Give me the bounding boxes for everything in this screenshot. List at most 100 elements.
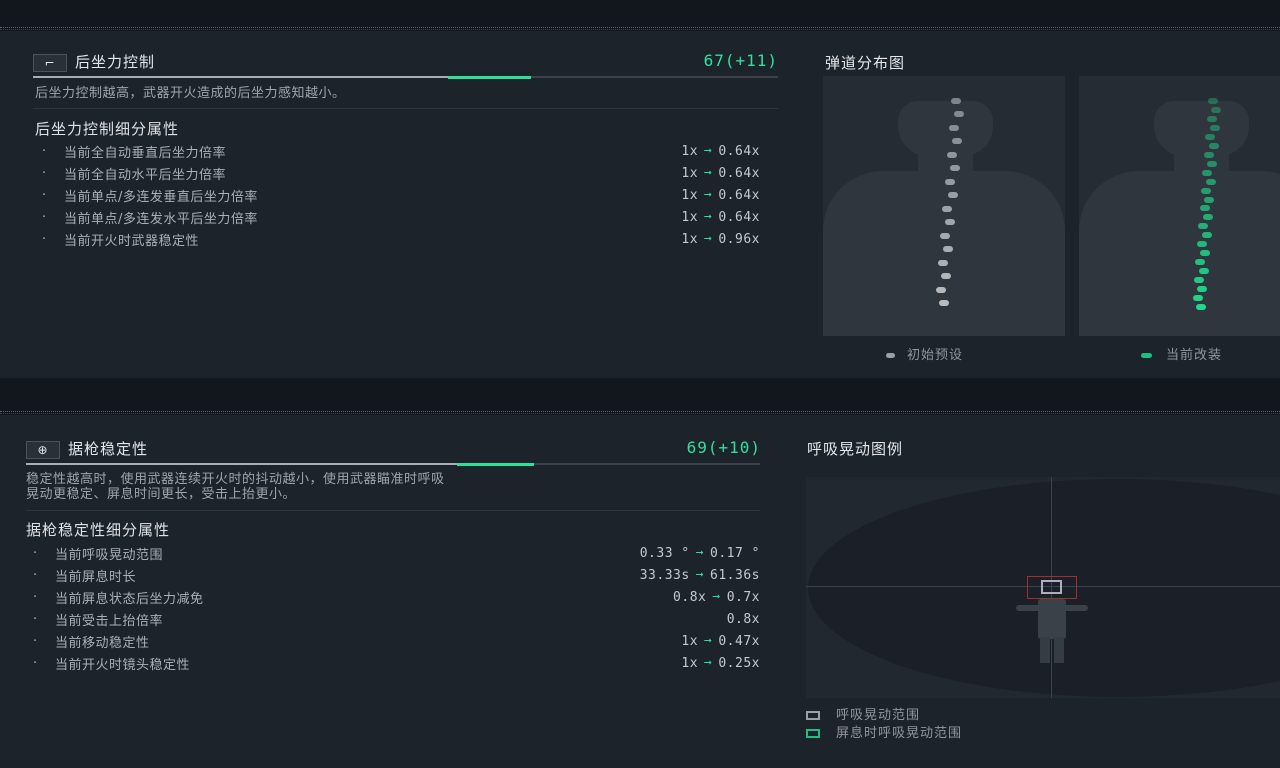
legend-breath-range: 呼吸晃动范围 (806, 704, 920, 723)
bullet-impact-dot (951, 98, 961, 104)
legend-dot-icon (1141, 353, 1152, 358)
recoil-subtitle: 后坐力控制细分属性 (35, 120, 180, 138)
attribute-row: · 当前全自动垂直后坐力倍率 1x ➞ 0.64x (42, 142, 760, 161)
bullet: · (42, 143, 47, 159)
legend-label: 屏息时呼吸晃动范围 (836, 726, 963, 741)
value-to: 0.96x (718, 232, 760, 248)
attribute-row: · 当前单点/多连发垂直后坐力倍率 1x ➞ 0.64x (42, 186, 760, 205)
legend-hold-breath-range: 屏息时呼吸晃动范围 (806, 722, 962, 741)
bullet-impact-dot (1198, 268, 1209, 275)
legend-dot-icon (886, 353, 895, 358)
bullet-impact-dot (948, 124, 959, 131)
value-from: 33.33s (639, 567, 690, 583)
bullet-impact-dot (1205, 133, 1216, 140)
attribute-value: 1x ➞ 0.47x (681, 634, 760, 649)
bullet: · (42, 187, 47, 203)
attribute-label: 当前受击上抬倍率 (55, 613, 164, 629)
bullet-impact-dot (951, 138, 962, 145)
arrow-right-icon: ➞ (704, 655, 713, 671)
bullet: · (42, 210, 47, 226)
stability-progress-base (26, 463, 457, 465)
value-from: 1x (681, 187, 699, 203)
legend-label: 初始预设 (907, 348, 964, 363)
value-from: 1x (681, 210, 699, 226)
attribute-row: · 当前全自动水平后坐力倍率 1x ➞ 0.64x (42, 164, 760, 183)
bullet-impact-dot (953, 111, 964, 118)
ballistic-initial-box (823, 76, 1065, 336)
attribute-label: 当前单点/多连发垂直后坐力倍率 (64, 189, 258, 205)
bullet: · (33, 633, 38, 649)
bullet: · (33, 655, 38, 671)
value-from: 1x (681, 165, 699, 181)
stability-progress-bonus (457, 463, 534, 466)
value-to: 0.7x (726, 589, 760, 605)
arrow-right-icon: ➞ (695, 545, 705, 561)
bullet: · (33, 611, 38, 627)
stability-progress-bar (26, 463, 760, 466)
bullet-impact-dot (1192, 295, 1203, 302)
recoil-progress-bar (33, 76, 778, 79)
bullet-impact-dot (1209, 124, 1220, 131)
bullet-impact-dot (944, 178, 955, 185)
attribute-row: · 当前屏息状态后坐力减免 0.8x ➞ 0.7x (33, 588, 760, 607)
attribute-value: 1x ➞ 0.64x (681, 166, 760, 181)
attribute-row: · 当前移动稳定性 1x ➞ 0.47x (33, 632, 760, 651)
bullet-impact-dot (1202, 214, 1213, 221)
breath-sway-box (806, 477, 1280, 698)
bullet-impact-dot (1201, 232, 1212, 239)
bullet-impact-dot (942, 205, 953, 212)
divider (33, 108, 778, 109)
legend-square-icon (806, 729, 820, 738)
bullet-impact-dot (1206, 115, 1217, 122)
value-from: 1x (681, 232, 699, 248)
bullet-impact-dot (947, 192, 958, 199)
bullet-impact-dot (1198, 223, 1209, 230)
bullet-impact-dot (1201, 187, 1212, 194)
value-from: 1x (681, 655, 699, 671)
bullet-impact-dot (1211, 106, 1222, 113)
bullet-impact-dot (939, 300, 949, 306)
description-line: 稳定性越高时，使用武器连续开火时的抖动越小，使用武器瞄准时呼吸 (26, 472, 445, 487)
stability-panel: ⊕ 据枪稳定性 69(+10) 稳定性越高时，使用武器连续开火时的抖动越小，使用武… (0, 415, 1280, 768)
attribute-value: 33.33s ➞ 61.36s (640, 568, 760, 583)
legend-current: 当前改装 (1141, 344, 1222, 363)
attribute-value: 0.33 ° ➞ 0.17 ° (640, 546, 760, 561)
attribute-value: 1x ➞ 0.64x (681, 188, 760, 203)
bullet-impact-dot (1202, 169, 1213, 176)
attribute-label: 当前开火时镜头稳定性 (55, 657, 191, 673)
arrow-right-icon: ➞ (695, 567, 705, 583)
attribute-label: 当前屏息状态后坐力减免 (55, 591, 204, 607)
attribute-row: · 当前开火时武器稳定性 1x ➞ 0.96x (42, 231, 760, 249)
value-to: 0.25x (718, 655, 760, 671)
attribute-value: 0.8x ➞ 0.7x (673, 590, 760, 605)
value-to: 0.64x (718, 210, 760, 226)
bullet-impact-dot (945, 219, 956, 226)
hit-box (1027, 576, 1077, 599)
bullet-impact-dot (941, 273, 952, 280)
attribute-label: 当前屏息时长 (55, 569, 137, 585)
head-target-icon (1041, 580, 1062, 594)
value-to: 61.36s (710, 567, 760, 583)
value-to: 0.17 ° (710, 545, 760, 561)
attribute-label: 当前移动稳定性 (55, 635, 150, 651)
arrow-right-icon: ➞ (704, 633, 713, 649)
value-to: 0.8x (726, 611, 760, 627)
description-line: 晃动更稳定、屏息时间更长，受击上抬更小。 (26, 487, 297, 502)
bullet-impact-dot (1196, 241, 1207, 248)
bullet-impact-dot (1207, 160, 1218, 167)
attribute-label: 当前全自动垂直后坐力倍率 (64, 145, 227, 161)
recoil-score: 67(+11) (703, 51, 778, 70)
value-to: 0.64x (718, 143, 760, 159)
bullet: · (42, 232, 47, 248)
recoil-panel: ⌐ 后坐力控制 67(+11) 后坐力控制越高，武器开火造成的后坐力感知越小。 后… (0, 31, 1280, 378)
attribute-label: 当前呼吸晃动范围 (55, 547, 164, 563)
bullet-impact-dot (1197, 286, 1208, 293)
attribute-row: · 当前受击上抬倍率 0.8x (33, 610, 760, 629)
value-to: 0.47x (718, 633, 760, 649)
recoil-title-text: 后坐力控制 (75, 53, 156, 71)
recoil-progress-base (33, 76, 448, 78)
bullet-impact-dot (1199, 205, 1210, 212)
crosshair-icon: ⊕ (26, 440, 60, 459)
bullet-impact-dot (936, 286, 947, 293)
recoil-progress-bonus (448, 76, 531, 79)
